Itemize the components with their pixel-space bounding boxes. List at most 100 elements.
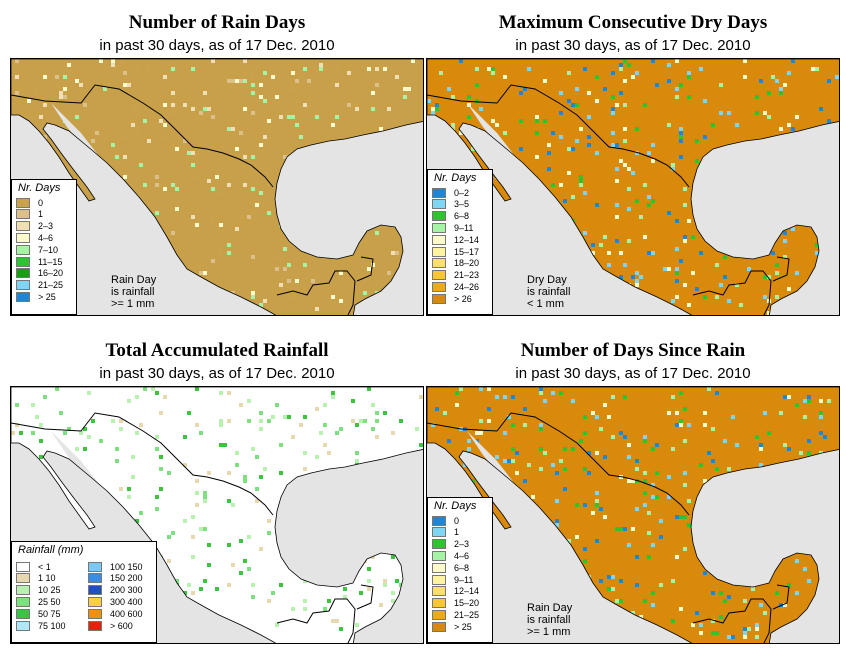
raster-cell [567, 99, 571, 103]
raster-cell [543, 79, 547, 83]
panel-title: Number of Rain Days [128, 12, 306, 33]
raster-cell [827, 119, 831, 123]
legend-label: > 25 [454, 621, 472, 632]
raster-cell [235, 463, 239, 467]
raster-cell [195, 503, 199, 507]
raster-cell [535, 115, 539, 119]
raster-cell [371, 555, 375, 559]
legend-item: 300 400 [88, 596, 143, 607]
raster-cell [75, 115, 79, 119]
raster-cell [583, 431, 587, 435]
raster-cell [363, 419, 367, 423]
raster-cell [391, 251, 395, 255]
legend-item: 2–3 [16, 221, 53, 232]
raster-cell [599, 507, 603, 511]
raster-cell [63, 87, 67, 91]
legend-swatch [432, 598, 446, 609]
raster-cell [679, 131, 683, 135]
raster-cell [267, 119, 271, 123]
panel-title: Number of Days Since Rain [520, 340, 746, 361]
legend-swatch [432, 574, 446, 585]
legend-label: 21–23 [454, 270, 480, 281]
raster-cell [359, 419, 363, 423]
legend-item: 150 200 [88, 573, 143, 584]
guatemala-border [692, 598, 772, 643]
raster-cell [371, 403, 375, 407]
legend-swatch [16, 573, 30, 584]
raster-cell [651, 495, 655, 499]
raster-cell [155, 447, 159, 451]
map-area: Nr. Days 0 1 2–3 4–6 6–8 9–11 12–14 15–20 21–25 >… [426, 386, 840, 644]
raster-cell [259, 95, 263, 99]
raster-cell [243, 475, 247, 479]
raster-cell [695, 159, 699, 163]
raster-cell [647, 531, 651, 535]
raster-cell [183, 463, 187, 467]
raster-cell [183, 591, 187, 595]
raster-cell [191, 215, 195, 219]
raster-cell [795, 271, 799, 275]
raster-cell [359, 591, 363, 595]
legend-item: 21–25 [432, 609, 479, 620]
raster-cell [447, 439, 451, 443]
raster-cell [115, 459, 119, 463]
legend-swatch [432, 222, 446, 233]
raster-cell [303, 263, 307, 267]
raster-cell [627, 239, 631, 243]
legend-label: 75 100 [38, 620, 66, 631]
raster-cell [75, 447, 79, 451]
raster-cell [251, 91, 255, 95]
coastline [11, 387, 423, 643]
legend-item: 9–11 [432, 574, 473, 585]
raster-cell [683, 407, 687, 411]
raster-cell [159, 119, 163, 123]
raster-cell [507, 415, 511, 419]
raster-cell [783, 83, 787, 87]
raster-cell [75, 79, 79, 83]
raster-cell [399, 419, 403, 423]
raster-cell [219, 251, 223, 255]
raster-cell [175, 187, 179, 191]
legend-item: 15–17 [432, 246, 479, 257]
legend-item: 21–25 [16, 280, 63, 291]
raster-cell [607, 587, 611, 591]
raster-cell [143, 119, 147, 123]
raster-cell [271, 423, 275, 427]
raster-cell [675, 411, 679, 415]
raster-cell [827, 399, 831, 403]
raster-cell [243, 79, 247, 83]
legend-item: 2–3 [432, 539, 469, 550]
raster-cell [155, 491, 159, 495]
raster-cell [367, 67, 371, 71]
raster-cell [171, 231, 175, 235]
raster-cell [31, 431, 35, 435]
raster-cell [511, 395, 515, 399]
raster-cell [735, 283, 739, 287]
legend-label: 0 [38, 197, 44, 208]
raster-cell [567, 147, 571, 151]
legend-swatch [16, 232, 30, 243]
raster-cell [523, 423, 527, 427]
raster-cell [667, 267, 671, 271]
raster-cell [815, 251, 819, 255]
raster-cell [155, 211, 159, 215]
raster-cell [759, 463, 763, 467]
raster-cell [651, 603, 655, 607]
raster-cell [615, 239, 619, 243]
raster-cell [795, 559, 799, 563]
raster-cell [551, 131, 555, 135]
raster-cell [607, 575, 611, 579]
raster-cell [643, 435, 647, 439]
raster-cell [647, 151, 651, 155]
raster-cell [259, 191, 263, 195]
raster-cell [151, 387, 155, 391]
raster-cell [271, 75, 275, 79]
raster-cell [251, 295, 255, 299]
raster-cell [627, 167, 631, 171]
legend-swatch [432, 550, 446, 561]
raster-cell [171, 531, 175, 535]
raster-cell [579, 179, 583, 183]
raster-cell [619, 63, 623, 67]
raster-cell [819, 107, 823, 111]
raster-cell [687, 71, 691, 75]
